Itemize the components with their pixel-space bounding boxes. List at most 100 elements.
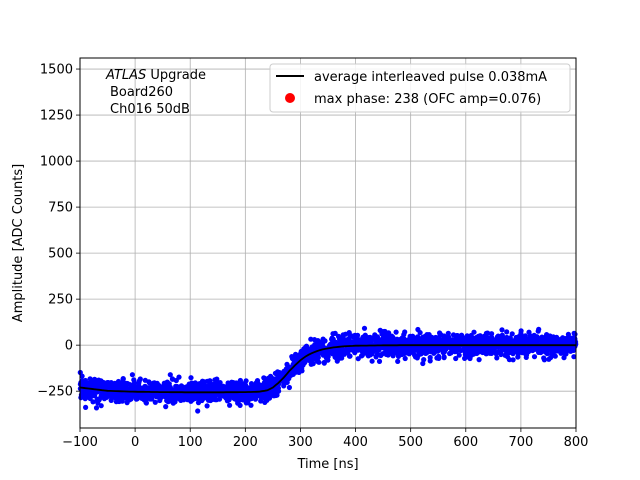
annotation-atlas: ATLAS	[105, 68, 146, 83]
scatter-point	[536, 349, 542, 355]
scatter-point	[113, 394, 119, 400]
scatter-point	[421, 346, 427, 352]
scatter-point	[395, 358, 401, 364]
scatter-point	[475, 333, 481, 339]
scatter-point	[308, 361, 314, 367]
scatter-point	[224, 398, 230, 404]
scatter-point	[252, 396, 259, 402]
scatter-point	[402, 355, 408, 362]
legend: average interleaved pulse 0.038mA max ph…	[269, 63, 571, 113]
scatter-point	[122, 391, 128, 397]
scatter-point	[195, 408, 201, 414]
scatter-point	[562, 351, 568, 357]
x-tick-label: 400	[343, 435, 368, 450]
scatter-point	[276, 388, 282, 394]
scatter-point	[257, 382, 263, 388]
scatter-point	[226, 384, 232, 390]
scatter-point	[143, 399, 149, 405]
scatter-point	[359, 348, 366, 354]
scatter-point	[414, 355, 420, 361]
scatter-point	[498, 351, 504, 358]
x-tick-label: −100	[62, 435, 98, 450]
scatter-point	[96, 397, 102, 403]
scatter-point	[239, 393, 245, 399]
scatter-point	[169, 376, 175, 382]
scatter-point	[204, 403, 210, 409]
scatter-point	[415, 326, 421, 333]
scatter-point	[170, 387, 176, 393]
scatter-point	[138, 386, 144, 393]
scatter-point	[249, 392, 255, 398]
scatter-point	[445, 339, 451, 345]
scatter-point	[129, 372, 135, 378]
x-tick-label: 300	[288, 435, 313, 450]
scatter-point	[85, 381, 91, 387]
scatter-point	[355, 345, 362, 351]
y-tick-label: 250	[48, 293, 73, 308]
scatter-point	[504, 354, 511, 360]
scatter-point	[286, 384, 292, 391]
scatter-point	[331, 347, 337, 353]
scatter-point	[385, 351, 391, 357]
scatter-point	[133, 392, 139, 398]
scatter-point	[108, 397, 114, 403]
annotation-line-1: ATLAS Upgrade	[105, 68, 206, 83]
scatter-point	[365, 353, 371, 359]
scatter-point	[466, 351, 472, 357]
x-tick-label: 200	[233, 435, 258, 450]
scatter-point	[178, 383, 184, 389]
scatter-point	[462, 351, 468, 358]
scatter-point	[488, 350, 495, 356]
legend-entry-max-phase: max phase: 238 (OFC amp=0.076)	[314, 92, 541, 107]
average-pulse-polyline	[79, 344, 576, 394]
scatter-point	[245, 386, 251, 392]
scatter-point	[411, 347, 417, 353]
scatter-point	[364, 337, 370, 344]
scatter-point	[217, 380, 223, 386]
scatter-point	[266, 395, 273, 401]
scatter-point	[354, 339, 360, 345]
axis-ticks: −100 0 100 200 300 400 500 600 700 800 −250 0 250 500…	[37, 63, 588, 450]
scatter-point	[83, 404, 89, 410]
scatter-point	[123, 382, 129, 388]
scatter-point	[212, 393, 218, 399]
scatter-point	[373, 354, 379, 360]
y-tick-label: 1000	[40, 155, 73, 170]
scatter-point	[504, 329, 510, 335]
scatter-point	[352, 332, 358, 338]
annotation: ATLAS Upgrade Board260 Ch016 50dB	[105, 68, 206, 117]
scatter-point	[453, 355, 459, 362]
scatter-point	[572, 331, 578, 337]
scatter-point	[441, 354, 447, 360]
scatter-point	[434, 355, 440, 361]
scatter-point	[210, 385, 216, 391]
scatter-point	[530, 347, 536, 354]
scatter-point	[485, 330, 491, 336]
scatter-point	[551, 346, 557, 352]
scatter-point	[136, 380, 142, 386]
scatter-point	[104, 381, 110, 387]
y-tick-label: 1500	[40, 63, 73, 78]
scatter-point	[476, 357, 482, 363]
scatter-point	[464, 333, 470, 339]
legend-box	[269, 63, 571, 113]
scatter-point	[515, 354, 521, 360]
scatter-point	[207, 378, 213, 384]
scatter-point	[390, 353, 396, 359]
scatter-point	[389, 333, 395, 339]
scatter-point	[294, 354, 300, 360]
scatter-point	[528, 336, 534, 342]
scatter-point	[93, 405, 100, 411]
scatter-point	[433, 334, 439, 341]
scatter-point	[509, 331, 515, 337]
scatter-point	[538, 336, 545, 342]
x-tick-label: 100	[178, 435, 203, 450]
scatter-point	[406, 338, 412, 345]
scatter-point	[164, 396, 170, 402]
scatter-point	[308, 336, 314, 342]
plot-frame	[79, 57, 577, 429]
y-tick-label: 750	[48, 201, 73, 216]
y-tick-label: 500	[48, 247, 73, 262]
scatter-point	[394, 350, 400, 356]
scatter-point	[494, 355, 500, 361]
